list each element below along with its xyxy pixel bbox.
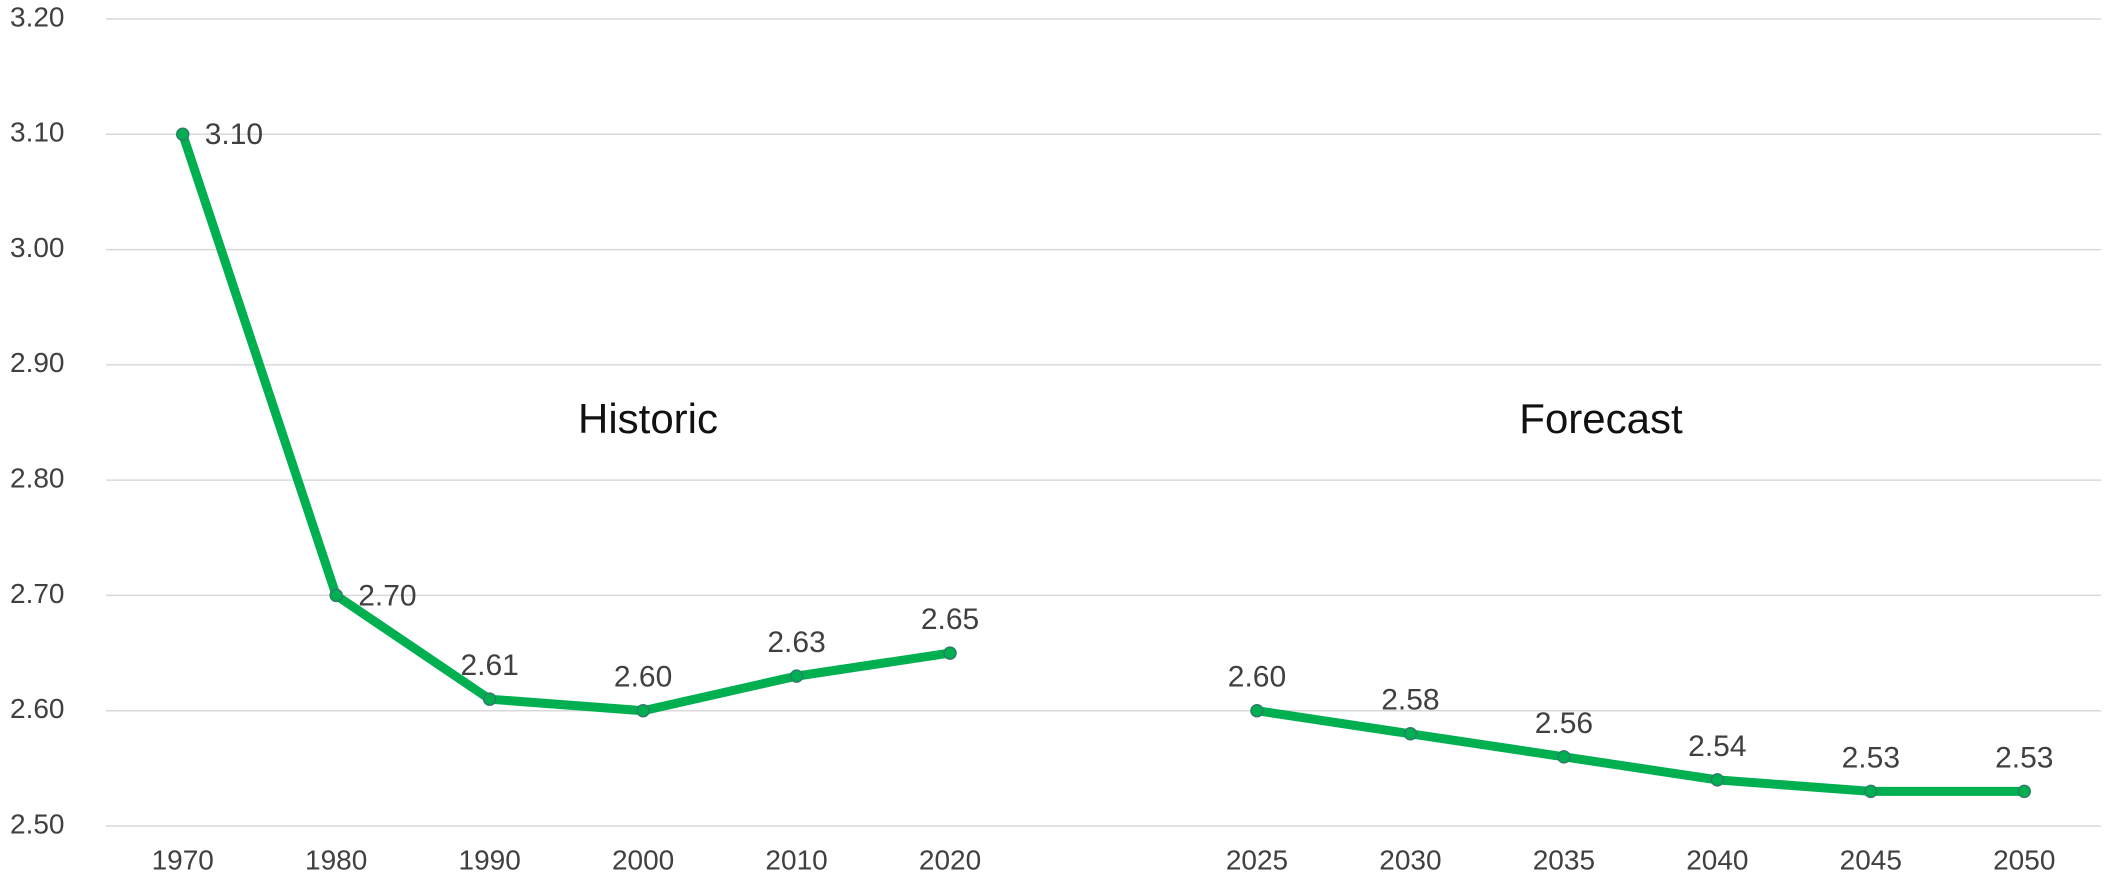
line bbox=[178, 132, 2025, 796]
x-tick-label: 2035 bbox=[1533, 844, 1595, 875]
annotation: Historic bbox=[578, 395, 718, 442]
x-tick-label: 2050 bbox=[1993, 844, 2055, 875]
marker bbox=[636, 703, 650, 718]
marker bbox=[482, 692, 497, 706]
marker bbox=[789, 669, 804, 683]
x-tick-label: 1970 bbox=[152, 844, 214, 875]
data-label: 2.63 bbox=[767, 626, 825, 659]
data-label: 2.60 bbox=[1228, 661, 1286, 694]
marker bbox=[1710, 773, 1725, 787]
x-tick-label: 2045 bbox=[1840, 844, 1902, 875]
data-label: 2.54 bbox=[1688, 730, 1746, 763]
data-label: 2.61 bbox=[460, 649, 518, 682]
x-tick-label: 2010 bbox=[765, 844, 827, 875]
marker bbox=[175, 127, 190, 142]
y-tick-label: 3.20 bbox=[10, 1, 65, 32]
y-tick-label: 2.80 bbox=[10, 463, 65, 494]
marker bbox=[1557, 750, 1571, 764]
data-label: 2.58 bbox=[1381, 684, 1439, 717]
x-tick-label: 2030 bbox=[1379, 844, 1441, 875]
data-label: 2.53 bbox=[1995, 741, 2053, 774]
x-tick-label: 2040 bbox=[1686, 844, 1748, 875]
y-tick-label: 2.70 bbox=[10, 578, 65, 609]
y-tick-label: 2.50 bbox=[10, 808, 65, 839]
y-tick-label: 2.60 bbox=[10, 693, 65, 724]
x-tick-label: 2020 bbox=[919, 844, 981, 875]
marker bbox=[1403, 727, 1418, 741]
marker bbox=[1864, 784, 1878, 799]
data-label: 2.53 bbox=[1842, 741, 1900, 774]
marker bbox=[329, 588, 343, 603]
x-tick-label: 1990 bbox=[459, 844, 521, 875]
annotation: Forecast bbox=[1519, 395, 1683, 442]
data-label: 2.65 bbox=[921, 603, 979, 636]
y-tick-label: 3.00 bbox=[10, 232, 65, 263]
marker bbox=[2017, 784, 2032, 799]
data-label: 2.56 bbox=[1535, 707, 1593, 740]
marker bbox=[943, 646, 957, 660]
x-tick-label: 2000 bbox=[612, 844, 674, 875]
y-tick-label: 3.10 bbox=[10, 117, 65, 148]
x-tick-label: 1980 bbox=[305, 844, 367, 875]
x-tick-label: 2025 bbox=[1226, 844, 1288, 875]
data-label: 2.70 bbox=[358, 579, 416, 612]
data-label: 3.10 bbox=[205, 118, 263, 151]
y-tick-label: 2.90 bbox=[10, 347, 65, 378]
data-label: 2.60 bbox=[614, 661, 672, 694]
marker bbox=[1250, 703, 1264, 718]
